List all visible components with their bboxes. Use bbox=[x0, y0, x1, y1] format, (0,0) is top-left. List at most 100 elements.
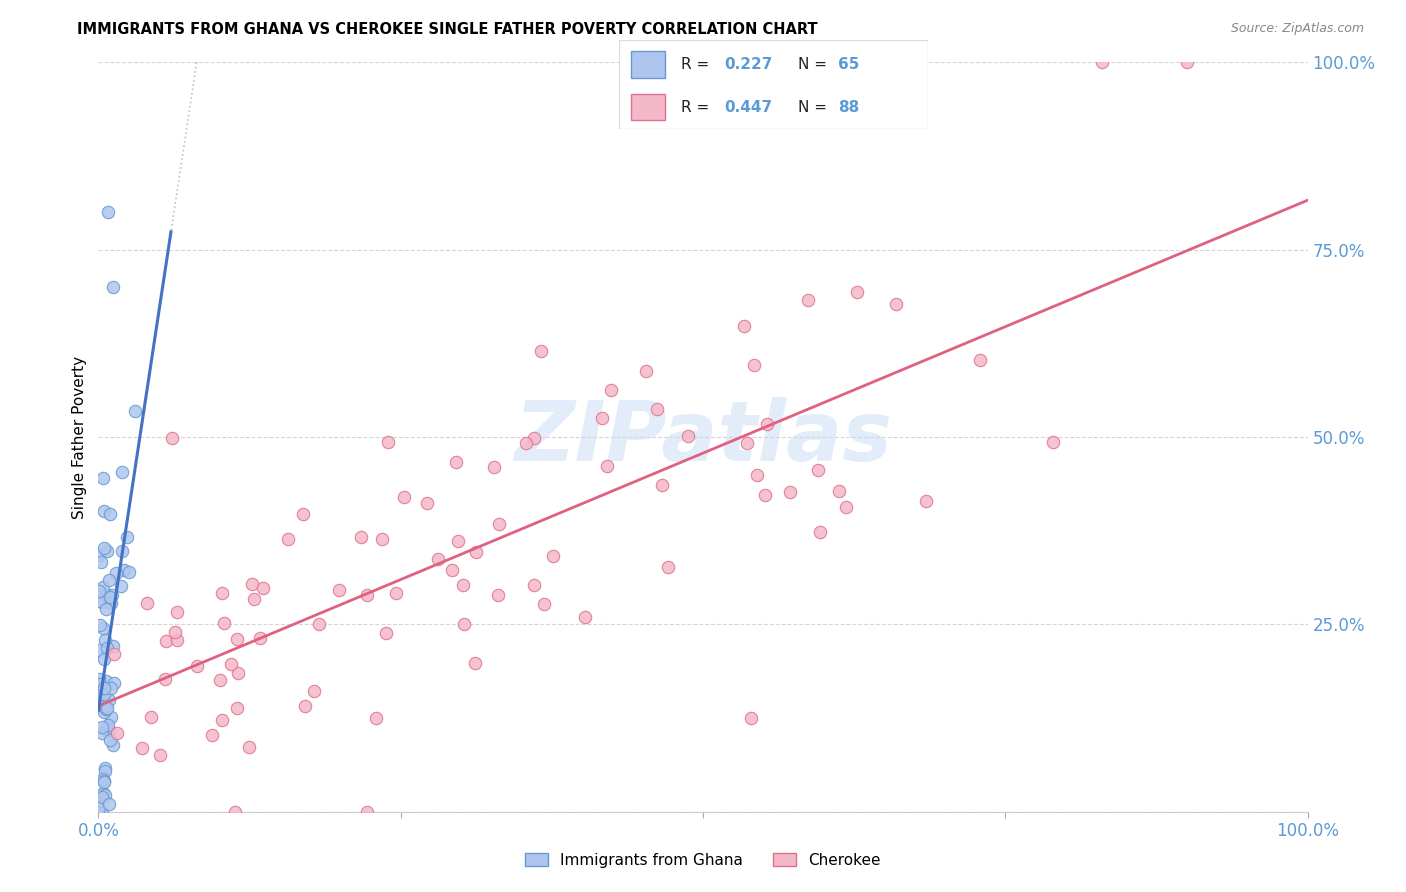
Point bbox=[87, 583, 110, 598]
Point bbox=[238, 740, 260, 755]
Point bbox=[225, 701, 247, 715]
Point bbox=[835, 500, 858, 515]
Point bbox=[90, 699, 112, 714]
Point bbox=[94, 761, 117, 775]
Point bbox=[97, 205, 120, 219]
FancyBboxPatch shape bbox=[619, 40, 928, 129]
Point bbox=[105, 566, 128, 580]
Point bbox=[515, 435, 537, 450]
Point bbox=[93, 774, 115, 789]
Point bbox=[543, 549, 565, 564]
Text: R =: R = bbox=[681, 57, 714, 71]
Point bbox=[97, 573, 120, 587]
Point bbox=[93, 705, 115, 719]
Point bbox=[523, 431, 546, 445]
Point bbox=[636, 364, 658, 378]
Point bbox=[93, 651, 115, 665]
Point bbox=[678, 429, 700, 443]
Point bbox=[1091, 55, 1114, 70]
Point bbox=[94, 602, 117, 616]
Point bbox=[141, 710, 163, 724]
Point bbox=[91, 580, 114, 594]
Point bbox=[735, 435, 758, 450]
Point bbox=[89, 593, 111, 607]
Point bbox=[162, 431, 184, 445]
Point bbox=[427, 552, 450, 566]
Point bbox=[105, 726, 128, 740]
Point bbox=[349, 530, 371, 544]
Text: 88: 88 bbox=[838, 100, 859, 114]
Point bbox=[90, 726, 112, 740]
Point bbox=[166, 605, 188, 619]
Point bbox=[186, 659, 208, 673]
Point bbox=[446, 534, 468, 549]
Point bbox=[226, 665, 249, 680]
Point bbox=[599, 383, 621, 397]
Point bbox=[969, 353, 991, 368]
Point bbox=[136, 595, 159, 609]
Point bbox=[112, 563, 135, 577]
Point bbox=[89, 549, 111, 563]
Point bbox=[91, 621, 114, 635]
Text: 65: 65 bbox=[838, 57, 859, 71]
Point bbox=[226, 632, 249, 646]
Point bbox=[103, 675, 125, 690]
Point bbox=[90, 788, 112, 802]
Point bbox=[93, 681, 115, 695]
Point bbox=[208, 673, 231, 687]
Point bbox=[488, 516, 510, 531]
Point bbox=[90, 595, 112, 609]
FancyBboxPatch shape bbox=[631, 51, 665, 78]
Point bbox=[574, 610, 596, 624]
Text: R =: R = bbox=[681, 100, 714, 114]
Point bbox=[486, 589, 509, 603]
Point bbox=[100, 596, 122, 610]
FancyBboxPatch shape bbox=[631, 94, 665, 120]
Point bbox=[90, 805, 112, 819]
Point bbox=[224, 805, 246, 819]
Point bbox=[308, 616, 330, 631]
Point bbox=[252, 581, 274, 595]
Point bbox=[733, 318, 755, 333]
Point bbox=[1175, 55, 1198, 70]
Point bbox=[392, 491, 415, 505]
Point bbox=[91, 789, 114, 804]
Point bbox=[91, 772, 114, 787]
Point bbox=[356, 805, 378, 819]
Point bbox=[797, 293, 820, 308]
Point bbox=[740, 711, 762, 725]
Text: IMMIGRANTS FROM GHANA VS CHEROKEE SINGLE FATHER POVERTY CORRELATION CHART: IMMIGRANTS FROM GHANA VS CHEROKEE SINGLE… bbox=[77, 22, 818, 37]
Text: N =: N = bbox=[799, 57, 832, 71]
Point bbox=[828, 483, 851, 498]
Point bbox=[364, 711, 387, 725]
Point bbox=[111, 544, 134, 558]
Point bbox=[779, 485, 801, 500]
Point bbox=[96, 700, 118, 714]
Point bbox=[94, 764, 117, 778]
Point bbox=[100, 709, 122, 723]
Point bbox=[93, 774, 115, 789]
Point bbox=[124, 404, 146, 418]
Point bbox=[374, 626, 396, 640]
Point bbox=[94, 587, 117, 601]
Point bbox=[464, 656, 486, 670]
Point bbox=[101, 280, 124, 294]
Point bbox=[93, 633, 115, 648]
Point bbox=[101, 639, 124, 653]
Point bbox=[94, 701, 117, 715]
Point bbox=[89, 617, 111, 632]
Point bbox=[416, 496, 439, 510]
Point bbox=[87, 805, 110, 819]
Point bbox=[94, 701, 117, 715]
Point bbox=[484, 459, 506, 474]
Point bbox=[87, 643, 110, 657]
Point bbox=[94, 673, 117, 688]
Point bbox=[440, 563, 463, 577]
Point bbox=[117, 565, 139, 579]
Point bbox=[87, 801, 110, 815]
Point bbox=[657, 560, 679, 574]
Point bbox=[90, 555, 112, 569]
Point bbox=[377, 435, 399, 450]
Point bbox=[94, 722, 117, 736]
Point bbox=[101, 738, 124, 752]
